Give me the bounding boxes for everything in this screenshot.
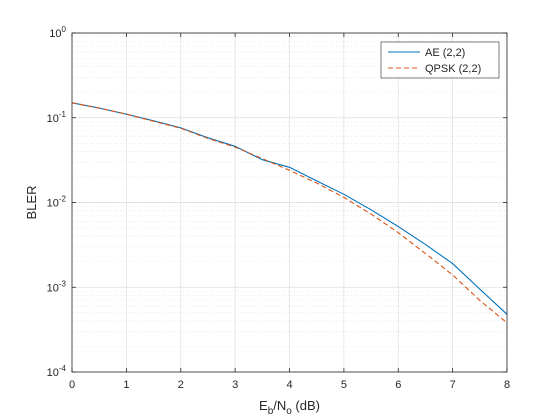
legend-label-1: QPSK (2,2)	[425, 63, 481, 75]
x-tick-label: 5	[341, 379, 347, 391]
y-tick-label: 10-3	[47, 279, 67, 294]
y-tick-label: 10-2	[47, 195, 67, 210]
x-tick-label: 3	[232, 379, 238, 391]
x-tick-label: 1	[123, 379, 129, 391]
y-tick-label: 10-4	[47, 364, 67, 379]
series-line-1	[71, 102, 508, 324]
x-tick-label: 6	[395, 379, 401, 391]
legend-label-0: AE (2,2)	[425, 47, 465, 59]
y-axis-label: BLER	[24, 186, 39, 220]
y-tick-label: 10-1	[47, 110, 67, 125]
legend: AE (2,2) QPSK (2,2)	[380, 41, 500, 79]
x-tick-label: 8	[504, 379, 510, 391]
x-axis-ticks: 0 1 2 3 4 5 6 7 8	[69, 33, 510, 391]
x-tick-label: 2	[178, 379, 184, 391]
x-tick-label: 7	[450, 379, 456, 391]
x-tick-label: 4	[286, 379, 292, 391]
legend-box	[380, 41, 500, 79]
y-tick-label: 100	[49, 25, 66, 40]
y-axis-ticks: 10-4 10-3 10-2 10-1 100	[47, 25, 507, 379]
x-tick-label: 0	[69, 379, 75, 391]
series-lines	[71, 102, 508, 324]
x-axis-label: Eb/No (dB)	[259, 398, 320, 417]
